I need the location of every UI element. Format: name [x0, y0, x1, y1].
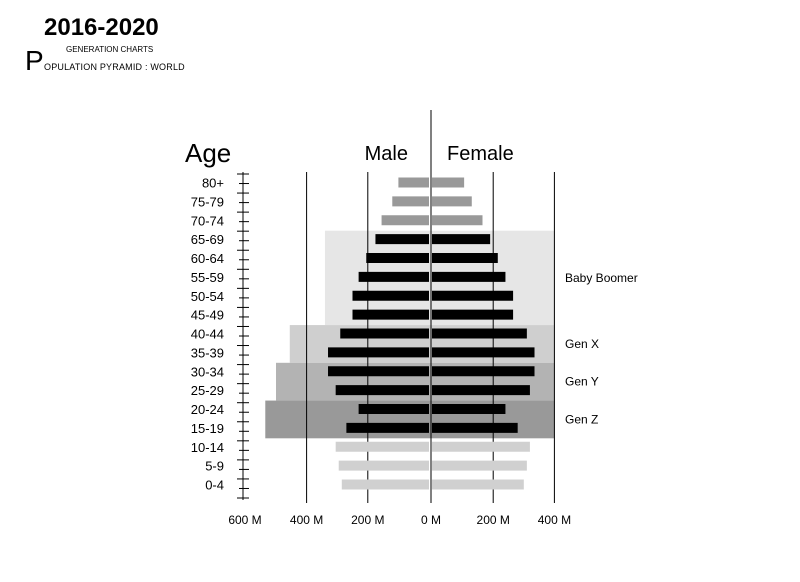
- bar-female: [432, 441, 530, 452]
- generation-labels: Baby Boomer Gen X Gen Y Gen Z: [565, 271, 638, 427]
- bar-female: [432, 196, 472, 207]
- bar-male: [366, 253, 429, 263]
- bar-male: [398, 177, 429, 188]
- x-tick-label: 0 M: [421, 513, 441, 527]
- bar-male: [392, 196, 429, 207]
- bar-male: [358, 271, 429, 282]
- age-label: 0-4: [205, 478, 224, 493]
- x-axis-ticks: 600 M 400 M 200 M 0 M 200 M 400 M: [228, 513, 571, 527]
- bar-female: [432, 309, 514, 320]
- bar-male: [358, 404, 429, 414]
- year-range: 2016-2020: [44, 14, 159, 41]
- bar-female: [432, 271, 506, 282]
- age-label: 75-79: [191, 194, 224, 209]
- bar-female: [432, 290, 514, 301]
- subtitle: GENERATION CHARTS: [66, 45, 154, 54]
- x-tick-label: 200 M: [351, 513, 384, 527]
- age-label: 60-64: [191, 251, 224, 266]
- age-label: 20-24: [191, 402, 224, 417]
- bar-male: [352, 290, 429, 301]
- bar-female: [432, 328, 527, 339]
- age-label: 45-49: [191, 308, 224, 323]
- bar-male: [375, 234, 429, 245]
- chart-title: OPULATION PYRAMID : WORLD: [44, 62, 185, 72]
- bar-male: [340, 328, 429, 339]
- title-initial: P: [25, 45, 44, 76]
- age-label: 55-59: [191, 270, 224, 285]
- generation-label: Gen Z: [565, 412, 598, 426]
- bar-male: [328, 347, 429, 358]
- age-label: 5-9: [205, 459, 224, 474]
- bar-female: [432, 234, 491, 245]
- age-axis: 80+ 75-79 70-74 65-69 60-64 55-59 50-54 45-49 40…: [191, 172, 249, 500]
- x-tick-label: 200 M: [477, 513, 510, 527]
- bar-male: [328, 366, 429, 377]
- legend-female: Female: [447, 143, 514, 165]
- bar-female: [432, 366, 535, 377]
- bar-female: [432, 479, 524, 490]
- bar-male: [381, 215, 429, 226]
- bar-male: [335, 441, 429, 452]
- bar-male: [341, 479, 429, 490]
- bar-male: [346, 422, 429, 433]
- x-tick-label: 400 M: [290, 513, 323, 527]
- age-label: 80+: [202, 176, 224, 191]
- bar-male: [335, 385, 429, 396]
- age-axis-title: Age: [185, 138, 231, 168]
- age-label: 70-74: [191, 213, 224, 228]
- bars: [328, 177, 535, 490]
- bar-female: [432, 253, 498, 263]
- age-label: 15-19: [191, 421, 224, 436]
- generation-label: Baby Boomer: [565, 271, 638, 285]
- bar-female: [432, 385, 530, 396]
- legend-male: Male: [365, 143, 408, 165]
- bar-female: [432, 177, 465, 188]
- x-tick-label: 400 M: [538, 513, 571, 527]
- x-tick-label: 600 M: [228, 513, 261, 527]
- bar-female: [432, 215, 483, 226]
- age-label: 30-34: [191, 364, 224, 379]
- bar-male: [338, 460, 429, 471]
- generation-label: Gen X: [565, 337, 599, 351]
- bar-female: [432, 347, 535, 358]
- age-label: 65-69: [191, 232, 224, 247]
- bar-female: [432, 404, 506, 414]
- age-label: 40-44: [191, 327, 224, 342]
- age-label: 35-39: [191, 345, 224, 360]
- bar-male: [352, 309, 429, 320]
- generation-label: Gen Y: [565, 375, 599, 389]
- bar-female: [432, 422, 518, 433]
- age-label: 50-54: [191, 289, 224, 304]
- age-label: 25-29: [191, 383, 224, 398]
- age-label: 10-14: [191, 440, 224, 455]
- bar-female: [432, 460, 527, 471]
